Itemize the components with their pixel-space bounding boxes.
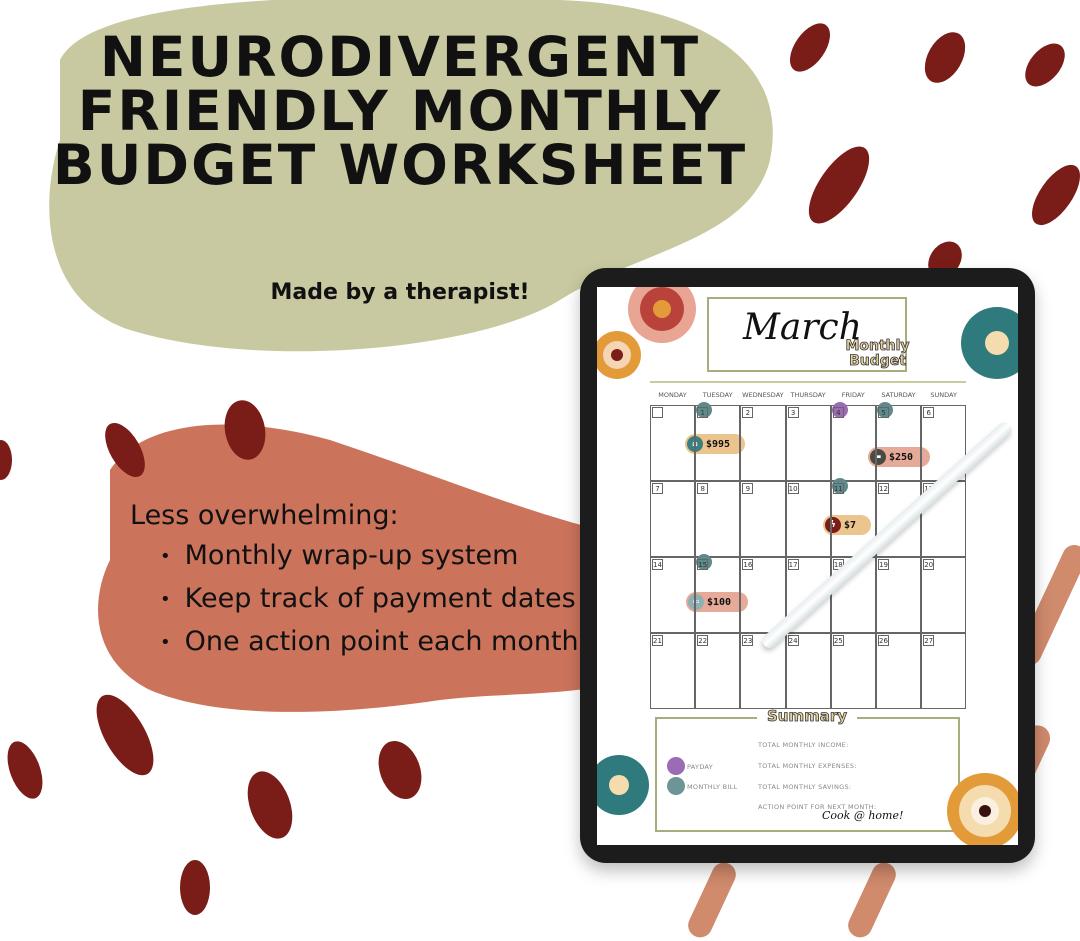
calendar-day[interactable]: 11 bbox=[830, 478, 876, 557]
day-header: TUESDAY bbox=[702, 391, 733, 399]
day-number: 9 bbox=[742, 483, 754, 494]
day-header: WEDNESDAY bbox=[742, 391, 784, 399]
legend-monthly-bill: MONTHLY BILL bbox=[687, 783, 738, 791]
summary-box bbox=[655, 717, 960, 832]
calendar-day[interactable]: 15 bbox=[695, 554, 741, 633]
day-number: 17 bbox=[787, 559, 799, 570]
month-label: March bbox=[743, 307, 862, 348]
day-number: 27 bbox=[923, 635, 935, 646]
calendar-day[interactable]: 8 bbox=[695, 481, 741, 557]
bill-pill: ▬ $250 bbox=[868, 447, 930, 467]
calendar-day[interactable]: 20 bbox=[921, 557, 967, 633]
calendar-day[interactable]: 10 bbox=[785, 481, 831, 557]
calendar-day[interactable]: 5 bbox=[876, 402, 922, 481]
calendar-day[interactable]: 4 bbox=[830, 402, 876, 481]
flower-icon bbox=[597, 331, 641, 379]
worksheet-title: Monthly Budget bbox=[845, 338, 910, 369]
day-header: SUNDAY bbox=[930, 391, 957, 399]
day-number bbox=[652, 407, 663, 418]
day-header: FRIDAY bbox=[841, 391, 865, 399]
calendar-day[interactable]: 12 bbox=[876, 481, 922, 557]
day-number: 23 bbox=[742, 635, 754, 646]
calendar-day[interactable]: 23 bbox=[740, 633, 786, 709]
calendar-day[interactable]: 9 bbox=[740, 481, 786, 557]
flower-icon bbox=[628, 287, 696, 343]
day-number: 21 bbox=[652, 635, 663, 646]
day-number: 12 bbox=[878, 483, 889, 494]
month-box bbox=[707, 297, 907, 372]
day-marker bbox=[831, 402, 848, 418]
day-number: 5 bbox=[878, 407, 889, 418]
benefit-item: One action point each month bbox=[160, 626, 579, 669]
bill-swatch bbox=[667, 777, 685, 795]
day-marker bbox=[696, 402, 713, 418]
day-number: 25 bbox=[832, 635, 844, 646]
benefit-item: Monthly wrap-up system bbox=[160, 540, 579, 583]
lightning-icon: ϟ bbox=[825, 517, 841, 533]
day-header: MONDAY bbox=[658, 391, 687, 399]
day-number: 20 bbox=[923, 559, 935, 570]
summary-title: Summary bbox=[757, 707, 857, 725]
day-header: SATURDAY bbox=[881, 391, 916, 399]
flower-icon bbox=[597, 755, 649, 815]
payday-swatch bbox=[667, 757, 685, 775]
flower-icon bbox=[947, 773, 1018, 845]
calendar-day[interactable]: 25 bbox=[830, 633, 876, 709]
day-marker bbox=[877, 402, 893, 418]
calendar-day[interactable]: 24 bbox=[785, 633, 831, 709]
day-number: 16 bbox=[742, 559, 754, 570]
day-number: 22 bbox=[697, 635, 709, 646]
calendar-day[interactable]: 16 bbox=[740, 557, 786, 633]
day-number: 3 bbox=[787, 407, 799, 418]
legend-payday: PAYDAY bbox=[687, 763, 714, 771]
divider bbox=[650, 381, 966, 383]
day-number: 19 bbox=[878, 559, 889, 570]
calendar-day[interactable]: 2 bbox=[740, 405, 786, 481]
day-header: THURSDAY bbox=[790, 391, 826, 399]
day-number: 11 bbox=[832, 483, 844, 494]
day-number: 15 bbox=[697, 559, 709, 570]
day-number: 10 bbox=[787, 483, 799, 494]
summary-field: TOTAL MONTHLY EXPENSES: bbox=[758, 762, 857, 770]
calendar-day[interactable]: 27 bbox=[921, 633, 967, 709]
day-number: 4 bbox=[832, 407, 844, 418]
flower-icon bbox=[961, 307, 1018, 379]
summary-field: TOTAL MONTHLY SAVINGS: bbox=[758, 783, 852, 791]
subtitle: Made by a therapist! bbox=[270, 280, 530, 305]
day-number: 8 bbox=[697, 483, 709, 494]
action-point-value: Cook @ home! bbox=[822, 809, 904, 822]
day-number: 26 bbox=[878, 635, 889, 646]
calendar-day[interactable]: 1 bbox=[695, 402, 741, 481]
day-number: 1 bbox=[697, 407, 709, 418]
calendar-day[interactable]: 7 bbox=[650, 481, 696, 557]
car-icon: ▬ bbox=[870, 449, 886, 465]
day-number: 24 bbox=[787, 635, 799, 646]
worksheet-screen: March Monthly Budget ⌂ $995 ▬ $250 ϟ $7 ▭ $1… bbox=[597, 287, 1018, 845]
calendar-day[interactable]: 3 bbox=[785, 405, 831, 481]
calendar-day[interactable]: 19 bbox=[876, 557, 922, 633]
calendar-day[interactable]: 21 bbox=[650, 633, 696, 709]
benefits-list: Monthly wrap-up system Keep track of pay… bbox=[160, 540, 579, 669]
bill-pill: ϟ $7 bbox=[823, 515, 871, 535]
day-number: 14 bbox=[652, 559, 663, 570]
calendar-day[interactable]: 22 bbox=[695, 633, 741, 709]
headline: Neurodivergent Friendly Monthly Budget W… bbox=[52, 25, 748, 197]
summary-field: TOTAL MONTHLY INCOME: bbox=[758, 741, 849, 749]
day-number: 7 bbox=[652, 483, 663, 494]
benefits-heading: Less overwhelming: bbox=[130, 500, 399, 531]
day-marker bbox=[696, 554, 713, 570]
day-marker bbox=[831, 478, 848, 494]
calendar-day[interactable]: 14 bbox=[650, 557, 696, 633]
calendar-day[interactable] bbox=[650, 405, 696, 481]
summary-field: ACTION POINT FOR NEXT MONTH: bbox=[758, 803, 877, 811]
day-number: 6 bbox=[923, 407, 935, 418]
day-number: 2 bbox=[742, 407, 754, 418]
benefit-item: Keep track of payment dates bbox=[160, 583, 579, 626]
calendar-day[interactable]: 26 bbox=[876, 633, 922, 709]
